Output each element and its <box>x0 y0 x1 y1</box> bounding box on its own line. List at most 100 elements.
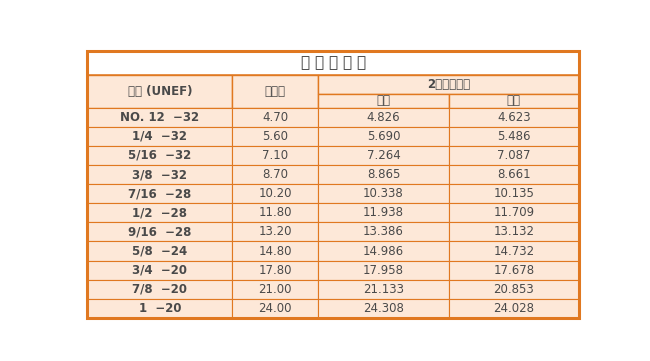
Bar <box>87 165 232 184</box>
Bar <box>232 299 318 318</box>
Text: 8.70: 8.70 <box>263 168 289 181</box>
Text: 5.486: 5.486 <box>497 130 530 143</box>
Bar <box>87 261 232 280</box>
Bar <box>448 222 579 242</box>
Text: 10.338: 10.338 <box>363 187 404 200</box>
Bar <box>87 184 232 203</box>
Bar <box>87 127 232 146</box>
Bar <box>232 261 318 280</box>
Text: 美 制 管 螺 纹: 美 制 管 螺 纹 <box>300 55 366 70</box>
Bar <box>318 146 448 165</box>
Text: 5/8  −24: 5/8 −24 <box>132 244 187 257</box>
Bar <box>318 203 448 222</box>
Bar <box>318 261 448 280</box>
Text: 13.20: 13.20 <box>259 225 292 238</box>
Bar <box>318 280 448 299</box>
Bar <box>318 75 579 94</box>
Bar <box>87 299 232 318</box>
Bar <box>448 299 579 318</box>
Text: 5.60: 5.60 <box>263 130 289 143</box>
Text: 3/8  −32: 3/8 −32 <box>133 168 187 181</box>
Text: 7.10: 7.10 <box>263 149 289 162</box>
Bar <box>232 222 318 242</box>
Text: 20.853: 20.853 <box>493 283 534 296</box>
Text: 5/16  −32: 5/16 −32 <box>128 149 192 162</box>
Bar <box>87 51 579 75</box>
Text: 17.80: 17.80 <box>259 264 292 277</box>
Text: 17.678: 17.678 <box>493 264 534 277</box>
Bar <box>318 242 448 261</box>
Text: 5.690: 5.690 <box>367 130 400 143</box>
Bar <box>232 75 318 108</box>
Bar <box>232 242 318 261</box>
Text: NO. 12  −32: NO. 12 −32 <box>120 111 200 124</box>
Text: 7.264: 7.264 <box>367 149 400 162</box>
Bar <box>232 127 318 146</box>
Text: 规格 (UNEF): 规格 (UNEF) <box>127 84 192 97</box>
Text: 13.386: 13.386 <box>363 225 404 238</box>
Bar <box>448 94 579 108</box>
Text: 3/4  −20: 3/4 −20 <box>133 264 187 277</box>
Text: 11.80: 11.80 <box>259 206 292 219</box>
Text: 4.623: 4.623 <box>497 111 530 124</box>
Text: 最大: 最大 <box>376 94 391 107</box>
Text: 10.20: 10.20 <box>259 187 292 200</box>
Bar <box>448 127 579 146</box>
Bar <box>448 203 579 222</box>
Bar <box>448 242 579 261</box>
Text: 8.661: 8.661 <box>497 168 530 181</box>
Bar <box>448 165 579 184</box>
Bar <box>232 165 318 184</box>
Bar <box>232 108 318 127</box>
Bar <box>232 203 318 222</box>
Text: 7.087: 7.087 <box>497 149 530 162</box>
Bar <box>448 108 579 127</box>
Bar <box>318 184 448 203</box>
Bar <box>318 299 448 318</box>
Bar <box>448 280 579 299</box>
Text: 24.00: 24.00 <box>259 302 292 315</box>
Bar <box>318 94 448 108</box>
Text: 13.132: 13.132 <box>493 225 534 238</box>
Bar <box>87 146 232 165</box>
Text: 最小: 最小 <box>507 94 521 107</box>
Bar <box>232 146 318 165</box>
Text: 10.135: 10.135 <box>493 187 534 200</box>
Bar <box>448 261 579 280</box>
Bar <box>318 108 448 127</box>
Bar <box>448 184 579 203</box>
Bar <box>232 184 318 203</box>
Bar <box>87 242 232 261</box>
Bar <box>318 127 448 146</box>
Text: 4.70: 4.70 <box>263 111 289 124</box>
Text: 11.938: 11.938 <box>363 206 404 219</box>
Text: 9/16  −28: 9/16 −28 <box>128 225 192 238</box>
Bar <box>232 280 318 299</box>
Bar <box>87 280 232 299</box>
Bar <box>318 165 448 184</box>
Text: 14.732: 14.732 <box>493 244 534 257</box>
Text: 1  −20: 1 −20 <box>138 302 181 315</box>
Bar <box>87 203 232 222</box>
Text: 7/8  −20: 7/8 −20 <box>133 283 187 296</box>
Text: 21.00: 21.00 <box>259 283 292 296</box>
Text: 1/2  −28: 1/2 −28 <box>133 206 187 219</box>
Text: 4.826: 4.826 <box>367 111 400 124</box>
Text: 14.80: 14.80 <box>259 244 292 257</box>
Text: 7/16  −28: 7/16 −28 <box>128 187 192 200</box>
Text: 17.958: 17.958 <box>363 264 404 277</box>
Bar <box>318 222 448 242</box>
Text: 2级牙钒孔径: 2级牙钒孔径 <box>427 78 470 91</box>
Text: 11.709: 11.709 <box>493 206 534 219</box>
Text: 标准径: 标准径 <box>265 84 286 97</box>
Text: 21.133: 21.133 <box>363 283 404 296</box>
Text: 14.986: 14.986 <box>363 244 404 257</box>
Text: 1/4  −32: 1/4 −32 <box>133 130 187 143</box>
Bar <box>87 108 232 127</box>
Text: 8.865: 8.865 <box>367 168 400 181</box>
Bar <box>87 75 232 108</box>
Bar <box>87 222 232 242</box>
Text: 24.308: 24.308 <box>363 302 404 315</box>
Bar <box>448 146 579 165</box>
Text: 24.028: 24.028 <box>493 302 534 315</box>
